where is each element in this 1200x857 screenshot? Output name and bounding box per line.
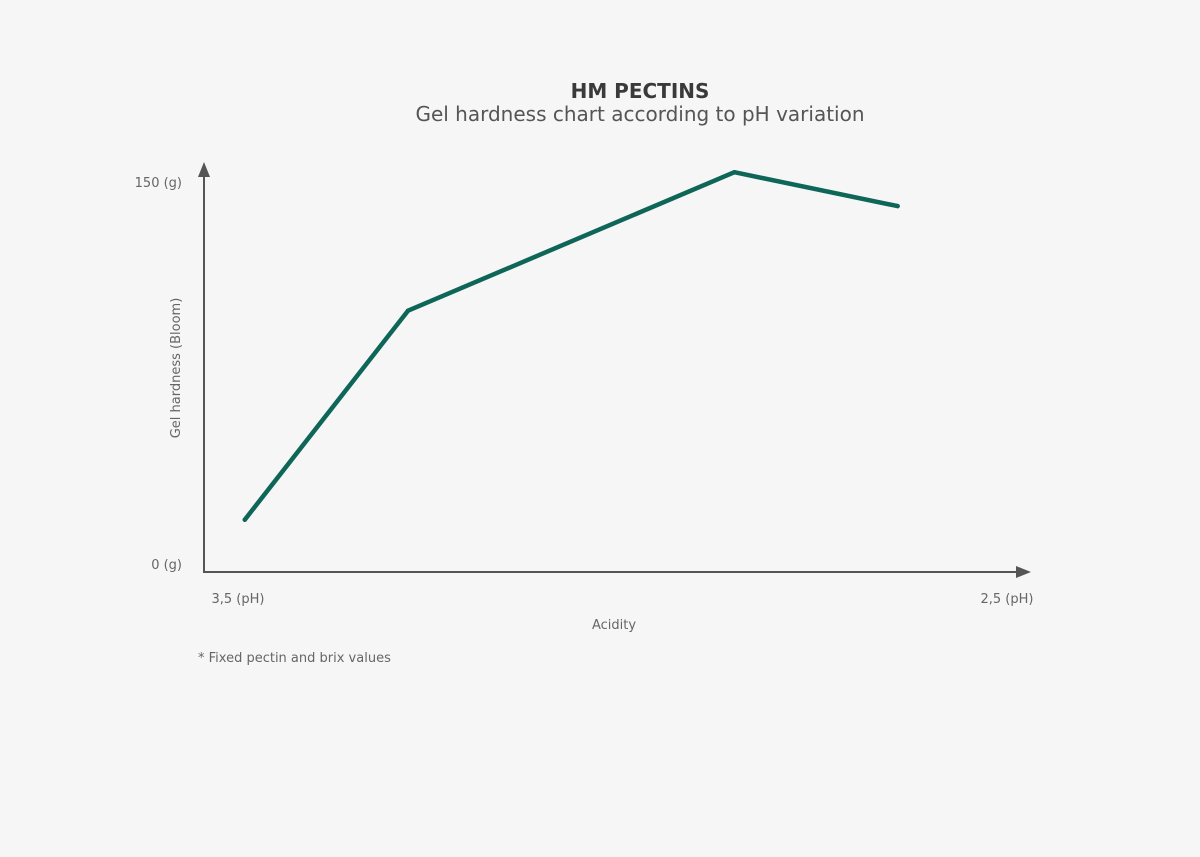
footnote: * Fixed pectin and brix values <box>198 651 391 666</box>
data-point-2 <box>405 308 411 313</box>
y-axis-label: Gel hardness (Bloom) <box>169 298 184 439</box>
y-tick-label-min: 0 (g) <box>151 558 182 573</box>
data-point-1 <box>242 517 247 522</box>
series-line <box>242 169 900 522</box>
y-tick-label-max: 150 (g) <box>135 176 182 191</box>
x-axis-arrowhead <box>1016 566 1031 578</box>
y-axis-arrowhead <box>198 162 210 177</box>
data-points <box>242 170 900 522</box>
x-axis-label: Acidity <box>592 618 636 633</box>
x-tick-label-start: 3,5 (pH) <box>212 592 265 607</box>
chart-subtitle: Gel hardness chart according to pH varia… <box>415 102 864 126</box>
data-point-3 <box>732 170 737 175</box>
chart-title: HM PECTINS <box>571 79 710 103</box>
data-point-4 <box>895 203 900 209</box>
x-tick-label-end: 2,5 (pH) <box>981 592 1034 607</box>
